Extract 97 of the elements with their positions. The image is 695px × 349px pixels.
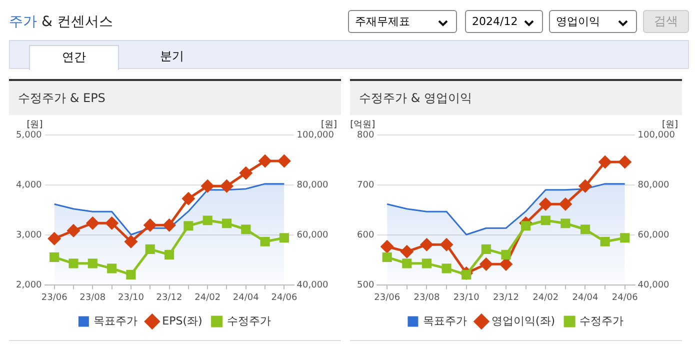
point	[48, 232, 61, 245]
point	[440, 238, 453, 251]
point	[182, 192, 195, 205]
point	[598, 156, 612, 168]
x-tick-label: 23/06	[374, 292, 400, 303]
text: 분기	[159, 48, 185, 65]
point	[442, 264, 452, 274]
point	[560, 218, 570, 228]
point	[620, 233, 630, 243]
point	[422, 258, 432, 268]
x-tick-label: 23/10	[453, 292, 480, 303]
y-tick-label: 700	[356, 180, 374, 190]
text: 주가 & 컨센서스	[9, 13, 113, 31]
point	[67, 224, 80, 237]
point	[107, 264, 117, 274]
y2-tick-label: 60,000	[638, 230, 670, 240]
point	[539, 198, 552, 210]
y2-tick-label: 40,000	[638, 280, 670, 291]
point	[88, 258, 98, 268]
x-tick-label: 24/06	[271, 292, 298, 303]
point	[521, 221, 531, 231]
y2-tick-label: 80,000	[296, 180, 329, 190]
x-tick-label: 23/08	[414, 292, 440, 303]
point	[380, 240, 394, 253]
point	[400, 245, 414, 258]
point	[279, 233, 289, 243]
point	[278, 154, 290, 168]
y2-tick-label: 40,000	[296, 280, 329, 291]
x-tick-label: 24/02	[194, 292, 221, 303]
point	[164, 250, 174, 260]
point	[145, 244, 155, 254]
text: 영업이익	[549, 10, 637, 33]
legend-label: 영업이익(좌)	[491, 314, 556, 328]
x-tick-label: 24/02	[532, 292, 559, 303]
point	[559, 198, 572, 210]
y2-axis-title: [원]	[320, 120, 337, 130]
text: 검색	[643, 10, 689, 33]
legend-label: 목표주가	[422, 314, 467, 328]
x-tick-label: 24/06	[612, 292, 638, 303]
point	[618, 156, 632, 168]
point	[144, 218, 156, 232]
x-tick-label: 24/04	[232, 292, 260, 303]
point	[201, 180, 214, 192]
y-axis-title: [억원]	[350, 120, 376, 130]
point	[580, 224, 590, 234]
point	[126, 270, 136, 280]
y-tick-label: 2,000	[16, 280, 42, 291]
text: 연간	[29, 45, 119, 70]
x-tick-label: 23/12	[493, 292, 519, 303]
x-tick-label: 23/08	[80, 292, 106, 303]
text: 2024/12	[465, 10, 543, 33]
point	[578, 180, 592, 192]
point	[540, 216, 550, 226]
y-tick-label: 4,000	[16, 180, 42, 190]
x-tick-label: 23/06	[41, 292, 68, 303]
legend-label: 수정주가	[226, 314, 271, 328]
point	[184, 221, 194, 231]
x-tick-label: 23/12	[156, 292, 182, 303]
point	[68, 258, 78, 268]
legend-label: 수정주가	[580, 314, 624, 328]
point	[241, 224, 251, 234]
point	[258, 154, 272, 168]
point	[106, 216, 118, 230]
point	[260, 236, 270, 246]
chart-title: 수정주가 & 영업이익	[350, 81, 682, 115]
point	[481, 244, 491, 254]
y-tick-label: 500	[356, 280, 374, 291]
y2-tick-label: 80,000	[638, 180, 670, 190]
point	[600, 236, 610, 246]
y-axis-title: [원]	[26, 120, 43, 130]
y2-axis-title: [원]	[662, 120, 678, 130]
y2-tick-label: 100,000	[296, 130, 334, 140]
x-tick-label: 23/10	[118, 292, 144, 303]
point	[124, 235, 138, 248]
y2-tick-label: 100,000	[638, 130, 676, 140]
y-tick-label: 600	[356, 230, 374, 240]
point	[50, 252, 60, 262]
chart-title: 수정주가 & EPS	[9, 81, 341, 115]
text: 주재무제표	[348, 10, 457, 33]
y-tick-label: 3,000	[16, 230, 42, 240]
point	[480, 258, 492, 270]
legend-label: EPS(좌)	[162, 314, 202, 328]
point	[382, 252, 392, 262]
point	[86, 216, 99, 230]
point	[402, 258, 412, 268]
point	[222, 218, 232, 228]
x-tick-label: 24/04	[572, 292, 598, 303]
legend-label: 목표주가	[94, 314, 138, 328]
point	[240, 166, 252, 180]
point	[202, 216, 212, 226]
y-tick-label: 5,000	[16, 130, 42, 140]
y2-tick-label: 60,000	[296, 230, 329, 240]
point	[501, 250, 511, 260]
y-tick-label: 800	[356, 130, 374, 140]
point	[163, 218, 176, 232]
point	[420, 238, 433, 251]
point	[220, 180, 233, 192]
